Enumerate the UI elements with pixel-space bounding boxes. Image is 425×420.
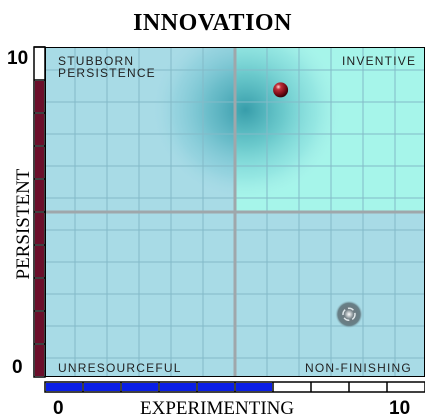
chart-title: INNOVATION	[133, 10, 292, 36]
swirl-halo	[335, 300, 363, 329]
quadrant-label-line-2: PERSISTENCE	[58, 66, 156, 80]
quadrant-label-non-finishing: NON-FINISHING	[305, 361, 412, 375]
y-gauge	[33, 46, 46, 378]
x-gauge-segment	[160, 383, 196, 391]
x-tick-label-min: 0	[53, 398, 64, 419]
y-gauge-segment	[35, 114, 44, 145]
y-gauge-segment	[35, 246, 44, 277]
x-tick-label-max: 10	[389, 398, 411, 419]
x-gauge-segment	[388, 383, 424, 391]
quadrant-label-line-1: STUBBORN	[58, 54, 135, 68]
y-gauge-segment	[35, 48, 44, 79]
swirl-ring	[342, 307, 356, 322]
quadrant-label-unresourceful: UNRESOURCEFUL	[58, 361, 182, 375]
data-point-swirl	[335, 300, 363, 329]
x-axis-label: EXPERIMENTING	[140, 398, 295, 419]
x-gauge-segment	[312, 383, 348, 391]
x-gauge-segment	[84, 383, 120, 391]
y-gauge-segment	[35, 213, 44, 244]
y-tick-label-min: 0	[12, 357, 23, 378]
x-gauge-segment	[236, 383, 272, 391]
data-point-sphere	[273, 82, 289, 98]
y-gauge-segment	[35, 180, 44, 211]
data-cloud	[150, 47, 341, 200]
y-gauge-segment	[35, 279, 44, 310]
x-gauge-segment	[274, 383, 310, 391]
y-gauge-segment	[35, 81, 44, 112]
quadrant-label-inventive: INVENTIVE	[342, 54, 417, 68]
x-gauge-segment	[350, 383, 386, 391]
x-gauge	[44, 381, 425, 393]
x-gauge-segment	[198, 383, 234, 391]
quadrant-label-stubborn-persistence: STUBBORN PERSISTENCE	[58, 55, 156, 79]
y-gauge-segment	[35, 312, 44, 343]
y-tick-label-max: 10	[7, 48, 29, 69]
y-gauge-segment	[35, 147, 44, 178]
x-gauge-segment	[46, 383, 82, 391]
x-gauge-segment	[122, 383, 158, 391]
y-gauge-segment	[35, 345, 44, 376]
